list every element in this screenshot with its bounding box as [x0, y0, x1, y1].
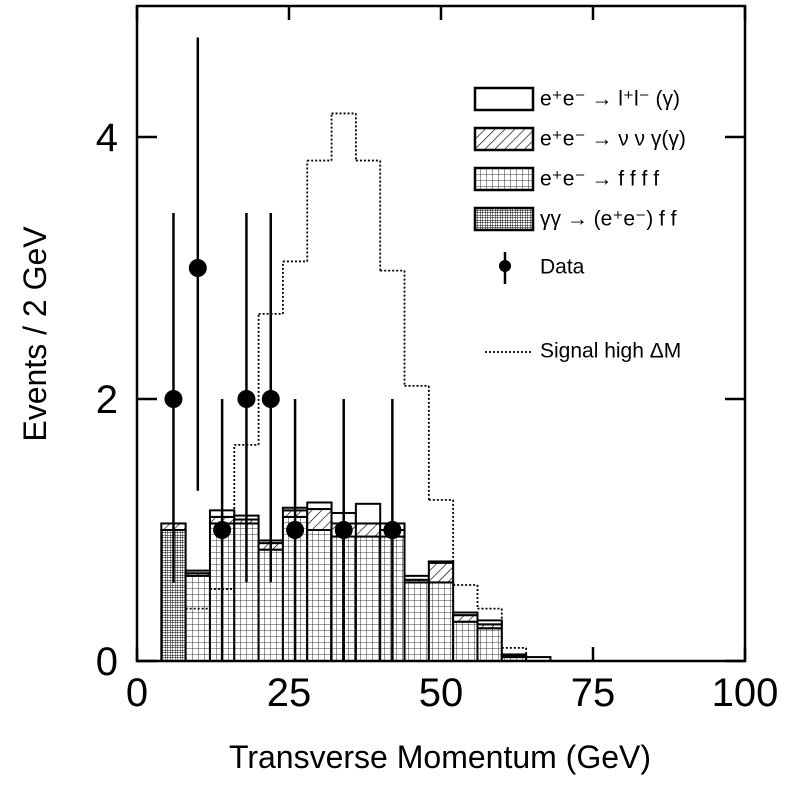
- histogram-segment: [427, 560, 455, 564]
- x-tick-label: 100: [712, 671, 779, 715]
- histogram-segment: [184, 574, 211, 662]
- legend-swatch: [473, 206, 535, 232]
- histogram-segment: [306, 501, 333, 511]
- histogram-segment: [452, 620, 479, 663]
- histogram-segment: [354, 535, 382, 662]
- histogram-segment: [306, 529, 333, 662]
- x-tick-label: 25: [267, 671, 312, 715]
- data-point: [261, 390, 280, 408]
- data-point: [334, 521, 353, 539]
- y-tick-label: 0: [96, 640, 118, 684]
- data-point: [164, 390, 183, 408]
- y-tick-label: 4: [96, 116, 118, 160]
- legend-label: γγ → (e⁺e⁻) f f: [540, 208, 677, 231]
- histogram-segment: [403, 581, 430, 663]
- legend-label: e⁺e⁻ → ν ν γ(γ): [540, 128, 686, 151]
- histogram-segment: [184, 569, 211, 575]
- histogram-segment: [427, 581, 455, 663]
- x-axis-label: Transverse Momentum (GeV): [229, 739, 651, 775]
- y-axis-label: Events / 2 GeV: [17, 226, 53, 442]
- histogram-segment: [306, 508, 333, 532]
- histogram-segment: [476, 627, 503, 662]
- x-tick-label: 75: [571, 671, 616, 715]
- legend-swatch: [473, 166, 535, 192]
- data-point: [286, 521, 305, 539]
- x-tick-label: 50: [419, 671, 464, 715]
- histogram-segment: [452, 611, 479, 617]
- legend-label: e⁺e⁻ → f f f f: [540, 168, 659, 191]
- legend-label: e⁺e⁻ → l⁺l⁻ (γ): [540, 88, 680, 111]
- legend-label: Signal high ΔM: [540, 340, 681, 363]
- data-point: [188, 259, 207, 277]
- legend-label: Data: [540, 256, 585, 279]
- x-tick-label: 0: [126, 671, 148, 715]
- legend-swatch: [473, 126, 535, 152]
- histogram-segment: [500, 653, 528, 657]
- histogram-segment: [427, 561, 455, 584]
- histogram-segment: [403, 574, 430, 581]
- data-point: [213, 521, 232, 539]
- legend-swatch: [499, 260, 511, 272]
- y-tick-label: 2: [96, 378, 118, 422]
- data-point: [237, 390, 256, 408]
- data-point: [383, 521, 402, 539]
- histogram-segment: [354, 502, 382, 525]
- histogram-segment: [476, 619, 503, 626]
- legend-swatch: [473, 86, 535, 112]
- histogram-segment: [354, 522, 382, 538]
- plot-frame: [135, 4, 747, 663]
